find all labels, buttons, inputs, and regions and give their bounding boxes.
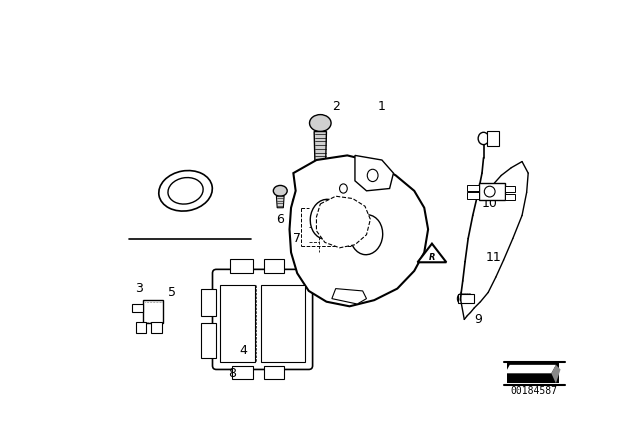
Polygon shape <box>143 300 163 323</box>
Text: 8: 8 <box>228 367 236 380</box>
Polygon shape <box>261 285 305 362</box>
Polygon shape <box>488 131 499 146</box>
Polygon shape <box>289 155 428 306</box>
Polygon shape <box>355 155 394 191</box>
Text: 00184587: 00184587 <box>511 386 558 396</box>
Polygon shape <box>151 322 162 332</box>
Polygon shape <box>264 366 284 379</box>
Polygon shape <box>551 365 561 383</box>
Ellipse shape <box>292 196 305 207</box>
Polygon shape <box>507 363 559 383</box>
Ellipse shape <box>350 215 383 255</box>
Ellipse shape <box>168 177 203 204</box>
Polygon shape <box>201 323 216 358</box>
Text: 2: 2 <box>332 99 340 112</box>
Ellipse shape <box>340 184 348 193</box>
Polygon shape <box>276 196 284 208</box>
Polygon shape <box>136 322 147 332</box>
Ellipse shape <box>367 169 378 181</box>
Text: 7: 7 <box>293 232 301 245</box>
Polygon shape <box>316 196 371 248</box>
Text: 5: 5 <box>168 286 177 299</box>
Polygon shape <box>132 304 143 312</box>
Text: 3: 3 <box>136 282 143 295</box>
Polygon shape <box>417 244 446 262</box>
Polygon shape <box>332 289 367 304</box>
Polygon shape <box>230 275 298 332</box>
FancyBboxPatch shape <box>212 269 312 370</box>
Polygon shape <box>264 259 284 273</box>
Ellipse shape <box>159 171 212 211</box>
Polygon shape <box>220 285 255 362</box>
Polygon shape <box>458 294 474 303</box>
Ellipse shape <box>310 199 342 239</box>
Text: R: R <box>429 253 435 263</box>
Polygon shape <box>505 194 515 200</box>
Ellipse shape <box>228 274 235 280</box>
Text: 4: 4 <box>239 344 247 357</box>
Polygon shape <box>479 183 505 200</box>
Ellipse shape <box>296 198 302 205</box>
Polygon shape <box>505 365 556 373</box>
Polygon shape <box>232 366 253 379</box>
Text: 6: 6 <box>276 213 284 226</box>
Polygon shape <box>314 132 326 162</box>
Polygon shape <box>505 186 515 192</box>
Ellipse shape <box>310 115 331 132</box>
Polygon shape <box>467 192 479 198</box>
Text: 10: 10 <box>482 198 498 211</box>
Text: 1: 1 <box>378 99 386 112</box>
Text: 9: 9 <box>474 313 482 326</box>
Polygon shape <box>467 185 479 191</box>
Ellipse shape <box>273 185 287 196</box>
Polygon shape <box>201 289 216 315</box>
Polygon shape <box>230 259 253 273</box>
Ellipse shape <box>315 160 326 166</box>
Ellipse shape <box>484 186 495 197</box>
Text: 11: 11 <box>486 251 501 264</box>
Ellipse shape <box>478 132 489 145</box>
